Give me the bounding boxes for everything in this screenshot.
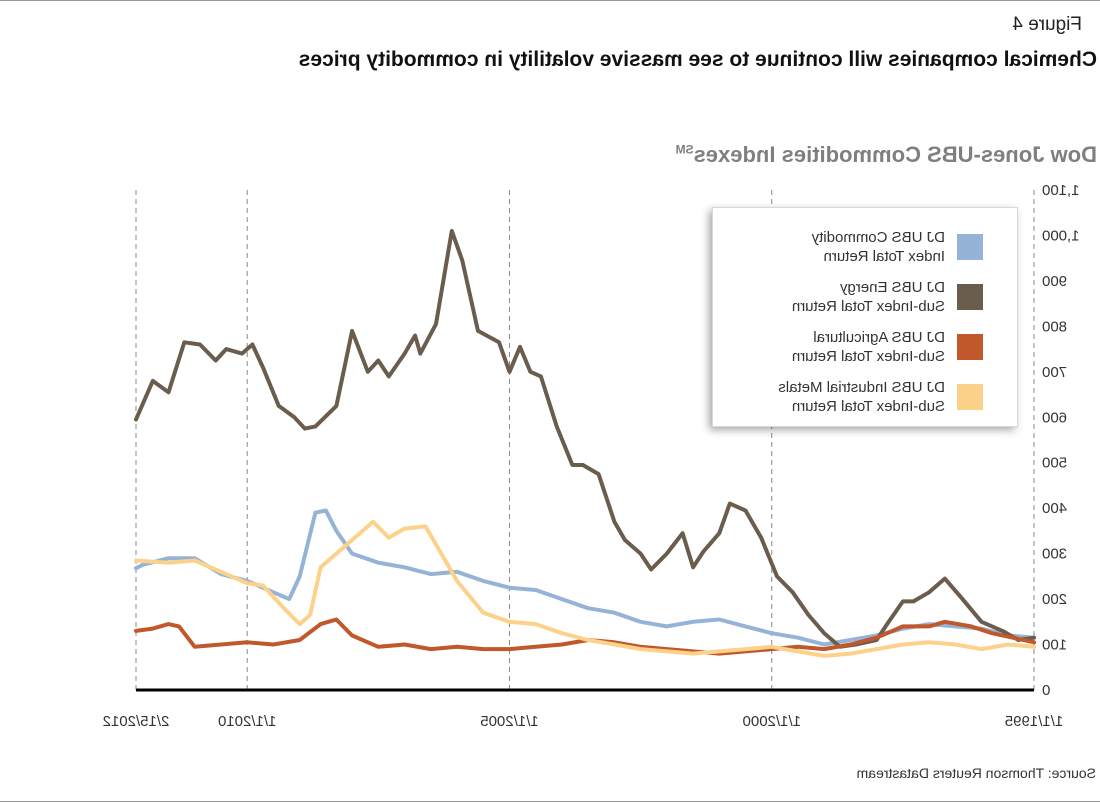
y-tick-label: 900: [1042, 273, 1067, 290]
legend-label: DJ UBS Agricultural Sub-Index Total Retu…: [791, 329, 945, 365]
y-tick-label: 600: [1042, 409, 1067, 426]
y-tick-label: 200: [1042, 591, 1067, 608]
legend-item: DJ UBS Agricultural Sub-Index Total Retu…: [792, 328, 983, 366]
top-rule: [0, 0, 1100, 1]
legend-swatch: [957, 334, 983, 360]
series-line: [134, 508, 1036, 647]
y-tick-label: 1,100: [1042, 182, 1080, 199]
legend-swatch: [957, 384, 983, 410]
x-tick-label: 1/1/2010: [218, 713, 276, 730]
legend-swatch: [957, 234, 983, 260]
y-tick-label: 700: [1042, 364, 1067, 381]
legend-swatch: [957, 284, 983, 310]
y-tick-label: 800: [1042, 318, 1067, 335]
x-tick-label: 1/1/1995: [1005, 713, 1063, 730]
legend-item: DJ UBS Industrial Metals Sub-Index Total…: [778, 378, 983, 416]
legend: DJ UBS Commodity Index Total Return DJ UB…: [712, 207, 1018, 427]
y-tick-label: 100: [1042, 637, 1067, 654]
legend-item: DJ UBS Energy Sub-Index Total Return: [792, 278, 983, 316]
source-note: Source: Thomson Reuters Datastream: [856, 765, 1096, 781]
x-tick-label: 1/1/2005: [480, 713, 538, 730]
legend-label: DJ UBS Industrial Metals Sub-Index Total…: [778, 379, 945, 415]
x-tick-label: 2/15/2012: [103, 713, 170, 730]
series-line: [134, 617, 1036, 656]
series-line: [134, 519, 1036, 658]
legend-label: DJ UBS Energy Sub-Index Total Return: [791, 279, 945, 315]
y-tick-label: 1,000: [1042, 227, 1080, 244]
legend-label: DJ UBS Commodity Index Total Return: [811, 229, 945, 265]
y-tick-label: 0: [1042, 682, 1050, 699]
y-tick-label: 500: [1042, 455, 1067, 472]
legend-item: DJ UBS Commodity Index Total Return: [812, 228, 983, 266]
y-tick-label: 400: [1042, 500, 1067, 517]
y-tick-label: 300: [1042, 546, 1067, 563]
x-tick-label: 1/1/2000: [743, 713, 801, 730]
